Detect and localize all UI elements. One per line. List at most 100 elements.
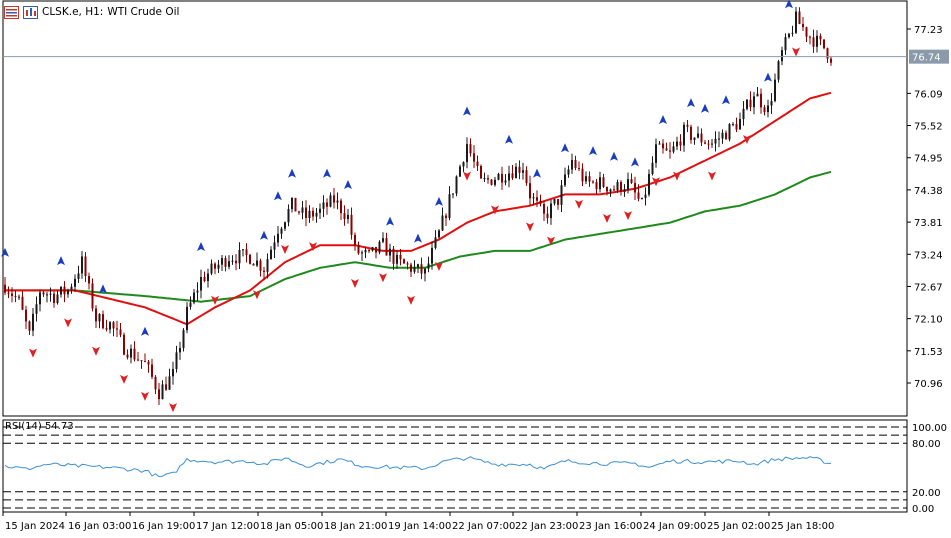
candle-body bbox=[529, 183, 531, 199]
candle-body bbox=[116, 328, 118, 330]
candle bbox=[704, 139, 706, 145]
candle-body bbox=[441, 215, 444, 231]
candle-body bbox=[280, 228, 283, 234]
candle bbox=[189, 296, 192, 310]
candle bbox=[651, 156, 654, 176]
candle-body bbox=[767, 105, 769, 113]
candle bbox=[623, 184, 626, 197]
candle-body bbox=[357, 244, 360, 254]
candle bbox=[280, 226, 283, 239]
candle-body bbox=[32, 313, 34, 331]
candle-body bbox=[718, 138, 720, 140]
candle bbox=[406, 261, 409, 270]
down-arrow-icon bbox=[351, 278, 359, 288]
candle bbox=[644, 187, 647, 206]
candle-body bbox=[130, 348, 132, 358]
candle bbox=[284, 221, 286, 231]
candle-body bbox=[606, 186, 608, 192]
candle bbox=[231, 255, 234, 265]
candle-body bbox=[396, 254, 398, 264]
candle-body bbox=[354, 234, 356, 245]
candle bbox=[35, 296, 38, 322]
candle bbox=[462, 161, 465, 172]
up-arrow-icon bbox=[260, 230, 268, 240]
candle-body bbox=[784, 37, 787, 51]
rsi-tick-label: 20.00 bbox=[912, 488, 941, 499]
candle bbox=[420, 257, 423, 280]
candle-body bbox=[277, 233, 279, 243]
candle-body bbox=[7, 292, 10, 294]
time-tick-label: 24 Jan 09:00 bbox=[643, 521, 706, 532]
candle bbox=[763, 104, 766, 116]
candle-body bbox=[774, 79, 776, 102]
candle-body bbox=[686, 124, 689, 127]
candle-body bbox=[371, 247, 374, 251]
candle-body bbox=[760, 93, 762, 108]
candle-body bbox=[641, 197, 643, 199]
candle-body bbox=[182, 330, 185, 349]
up-arrow-icon bbox=[722, 95, 730, 105]
candle-body bbox=[263, 270, 265, 272]
candle bbox=[676, 136, 678, 151]
candle bbox=[770, 93, 773, 114]
candle-body bbox=[721, 132, 724, 139]
candle bbox=[364, 247, 367, 259]
candle bbox=[669, 142, 671, 159]
candle bbox=[802, 17, 804, 31]
candle-body bbox=[112, 322, 115, 329]
candle-body bbox=[490, 179, 493, 185]
candle bbox=[581, 163, 584, 187]
candle-body bbox=[175, 352, 178, 370]
candle-body bbox=[186, 306, 188, 331]
candle bbox=[438, 229, 440, 239]
candle bbox=[431, 241, 433, 270]
candle-body bbox=[308, 210, 311, 219]
candle-body bbox=[102, 314, 104, 329]
candle-body bbox=[746, 99, 748, 109]
candle bbox=[679, 134, 682, 152]
candle-body bbox=[214, 263, 216, 269]
candle bbox=[816, 30, 818, 53]
candle-body bbox=[805, 27, 808, 37]
candle bbox=[469, 138, 472, 157]
candle-body bbox=[39, 292, 41, 305]
candle-body bbox=[144, 361, 146, 363]
up-arrow-icon bbox=[99, 284, 107, 294]
candle bbox=[476, 155, 479, 172]
candle-body bbox=[613, 189, 615, 191]
down-arrow-icon bbox=[435, 262, 443, 271]
price-axis: 77.23 76.09 75.52 74.95 74.38 73.81 73.24 72.67… bbox=[907, 25, 943, 390]
chart-window-icon[interactable] bbox=[23, 5, 38, 19]
candle-body bbox=[137, 359, 139, 361]
rsi-tick-label: 0.00 bbox=[912, 504, 934, 515]
candle-body bbox=[669, 150, 671, 152]
rsi-tick-label: 80.00 bbox=[912, 439, 941, 450]
candle-body bbox=[476, 161, 479, 166]
up-arrow-icon bbox=[197, 242, 205, 252]
candle bbox=[175, 345, 178, 373]
candle-body bbox=[284, 222, 286, 229]
candle bbox=[392, 245, 395, 270]
candle bbox=[721, 129, 724, 144]
candle-body bbox=[508, 173, 510, 181]
candle-body bbox=[518, 166, 521, 173]
candle-body bbox=[532, 197, 535, 199]
time-tick-label: 18 Jan 05:00 bbox=[260, 521, 323, 532]
candle-body bbox=[329, 195, 332, 207]
candle bbox=[539, 194, 542, 207]
down-arrow-icon bbox=[624, 211, 632, 221]
candle-body bbox=[466, 144, 468, 163]
candle-body bbox=[294, 197, 297, 212]
up-arrow-icon bbox=[57, 256, 65, 266]
candle bbox=[511, 164, 514, 180]
candle bbox=[347, 208, 349, 224]
candle bbox=[105, 319, 108, 332]
candle-body bbox=[522, 170, 524, 173]
candle bbox=[326, 198, 328, 215]
candle bbox=[322, 195, 325, 218]
candle-body bbox=[256, 260, 258, 266]
down-arrow-icon bbox=[575, 199, 583, 209]
chart-list-icon[interactable] bbox=[4, 5, 19, 19]
candle bbox=[154, 375, 157, 395]
candle bbox=[543, 201, 545, 221]
